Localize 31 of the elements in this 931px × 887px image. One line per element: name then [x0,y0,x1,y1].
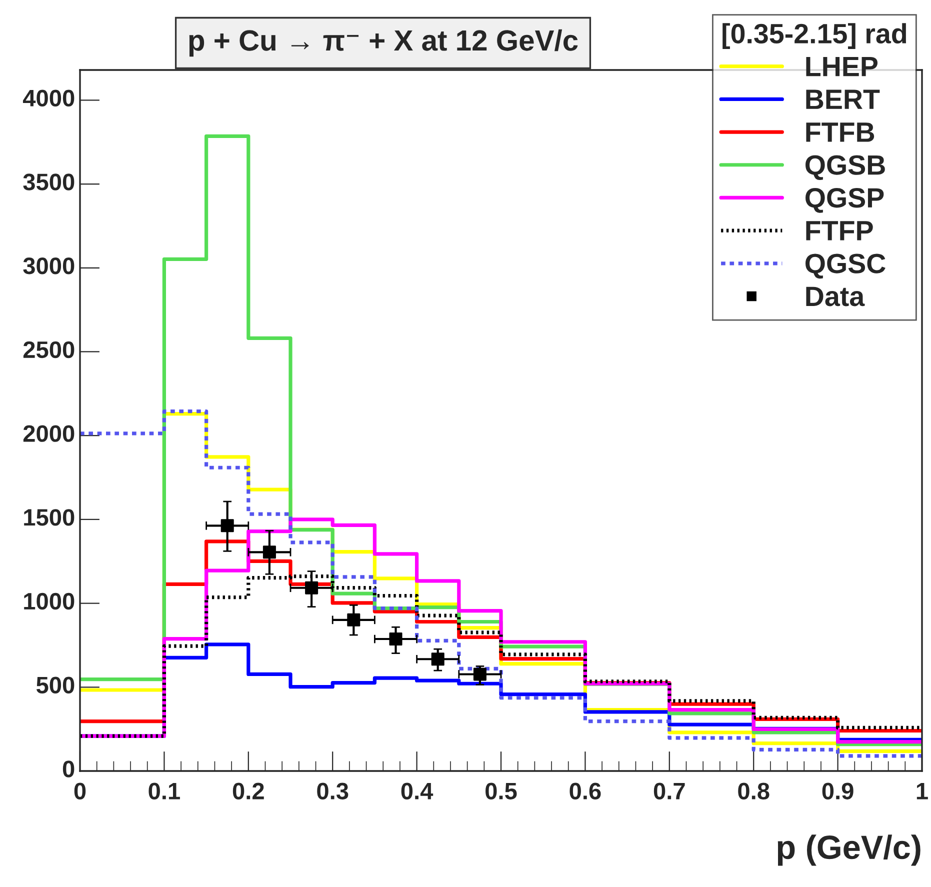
x-tick-label: 0.8 [738,782,770,800]
legend-label: FTFB [806,122,874,142]
legend-title: [0.35-2.15] rad [722,23,906,50]
chart-title: p + Cu → π⁻ + X at 12 GeV/c [189,29,578,57]
x-tick-label: 0.4 [401,782,434,800]
legend-label: QGSB [806,155,885,180]
x-tick-label: 0.9 [822,782,854,800]
legend-label: LHEP [806,56,878,76]
legend-label: QGSP [806,188,884,213]
legend-label: BERT [806,90,880,109]
legend-label: FTFP [806,221,873,240]
x-tick-label: 0 [74,782,86,800]
x-tick-label: 0.1 [148,782,180,800]
y-tick-label: 3000 [23,258,74,274]
x-tick-label: 1 [916,782,928,800]
y-tick-label: 1500 [24,509,74,526]
x-axis-title: p (GeV/c) [778,834,920,866]
y-tick-label: 500 [36,676,74,694]
y-tick-label: 4000 [22,90,74,107]
y-tick-label: 0 [62,760,74,778]
legend-label: QGSC [806,254,886,279]
legend-label: Data [806,286,865,306]
y-tick-label: 1000 [24,592,74,610]
x-tick-label: 0.7 [654,782,685,800]
x-tick-label: 0.6 [570,782,601,800]
x-tick-label: 0.2 [232,782,264,800]
x-tick-label: 0.3 [317,782,348,800]
y-tick-label: 3500 [23,174,74,190]
y-tick-label: 2500 [23,341,74,358]
y-tick-label: 2000 [23,425,74,442]
x-tick-label: 0.5 [486,782,517,800]
